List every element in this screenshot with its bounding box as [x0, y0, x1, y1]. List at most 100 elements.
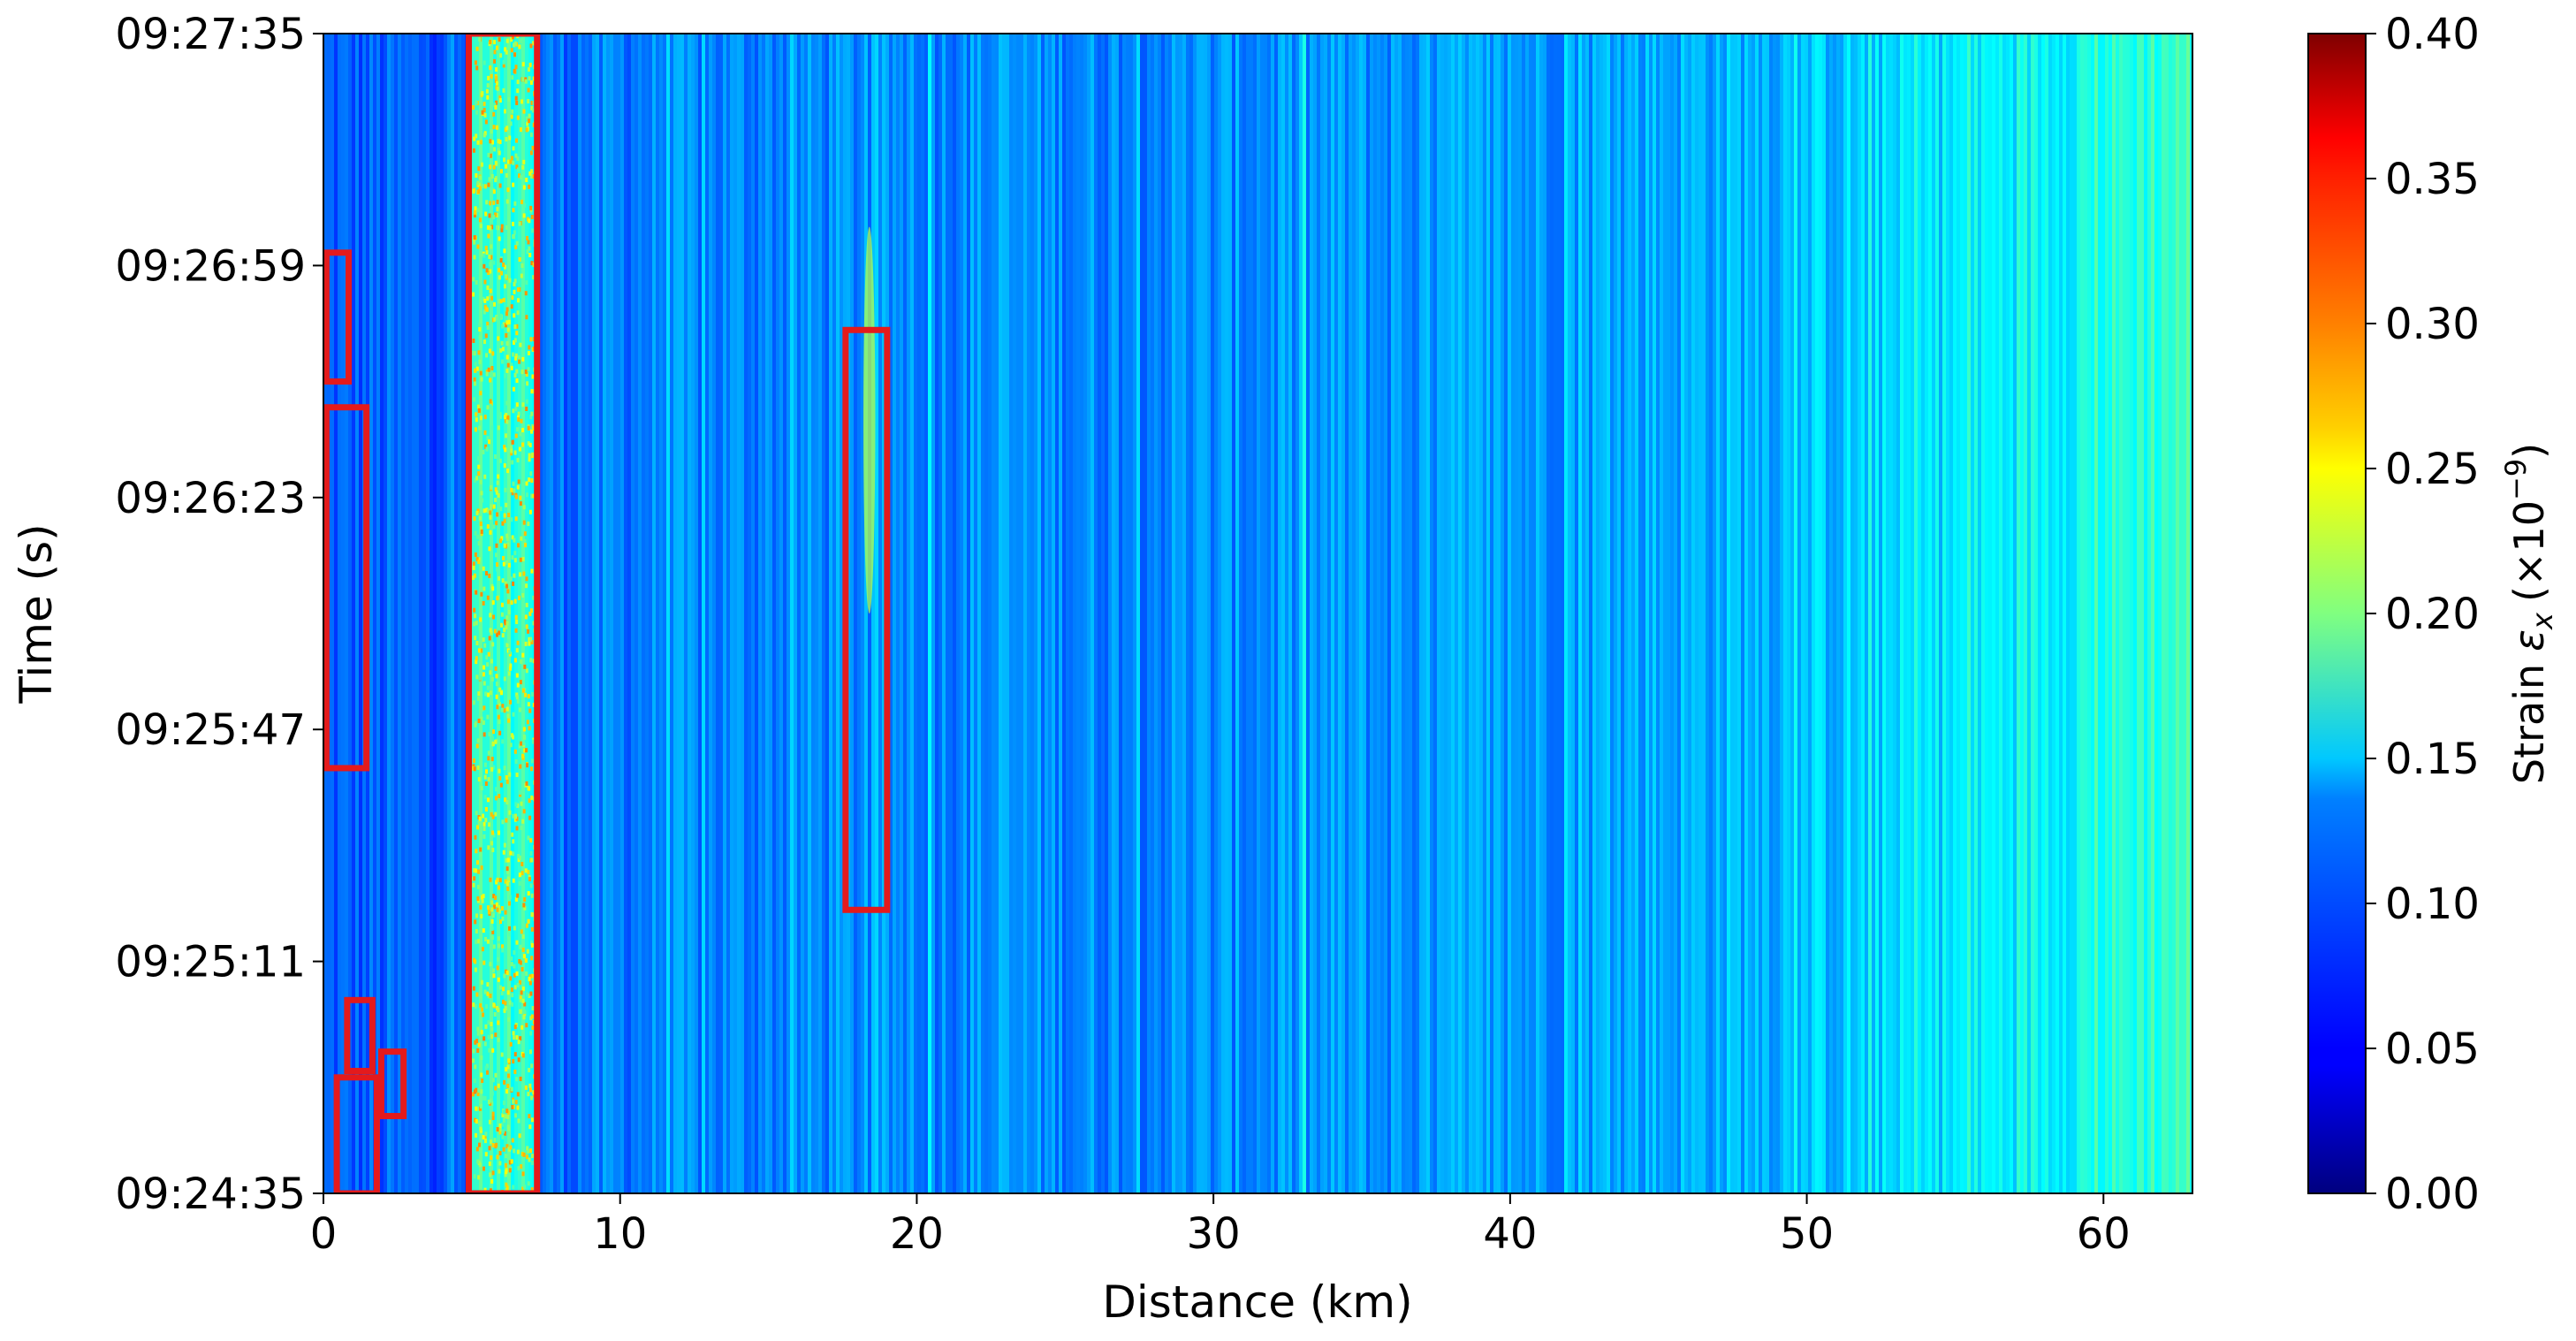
heatmap-column: [1250, 34, 1254, 1193]
heatmap-column: [380, 34, 384, 1193]
heatmap-speckle: [473, 136, 476, 141]
heatmap-speckle: [521, 819, 525, 824]
heatmap-speckle: [520, 418, 523, 423]
heatmap-column: [543, 34, 547, 1193]
heatmap-speckle: [490, 1155, 493, 1161]
heatmap-speckle: [528, 1124, 532, 1130]
heatmap-speckle: [486, 95, 490, 100]
heatmap-speckle: [514, 407, 518, 412]
heatmap-column: [688, 34, 692, 1193]
heatmap-speckle: [529, 658, 533, 663]
heatmap-speckle: [480, 979, 483, 985]
heatmap-speckle: [479, 904, 483, 910]
heatmap-column: [1366, 34, 1371, 1193]
heatmap-speckle: [522, 1015, 526, 1020]
heatmap-speckle: [490, 659, 493, 664]
heatmap-column: [1108, 34, 1113, 1193]
heatmap-column: [1981, 34, 1986, 1193]
heatmap-speckle: [472, 700, 475, 705]
heatmap-speckle: [485, 370, 489, 375]
heatmap-speckle: [477, 777, 481, 782]
heatmap-column: [359, 34, 363, 1193]
heatmap-speckle: [510, 1159, 513, 1164]
heatmap-speckle: [483, 960, 486, 965]
heatmap-speckle: [505, 1089, 509, 1094]
heatmap-speckle: [473, 213, 476, 218]
heatmap-column: [893, 34, 897, 1193]
heatmap-column: [1430, 34, 1434, 1193]
heatmap-speckle: [521, 688, 525, 693]
heatmap-column: [571, 34, 575, 1193]
heatmap-speckle: [529, 991, 533, 996]
heatmap-speckle: [490, 918, 494, 924]
heatmap-column: [376, 34, 381, 1193]
annotation-rect: [333, 1074, 380, 1193]
heatmap-column: [1207, 34, 1212, 1193]
heatmap-speckle: [477, 1042, 481, 1048]
heatmap-speckle: [480, 865, 483, 871]
heatmap-speckle: [520, 175, 523, 180]
heatmap-speckle: [504, 1001, 507, 1006]
heatmap-speckle: [498, 150, 501, 156]
heatmap-speckle: [482, 813, 485, 819]
heatmap-speckle: [497, 1037, 500, 1042]
heatmap-column: [716, 34, 720, 1193]
heatmap-speckle: [475, 1147, 479, 1152]
heatmap-speckle: [499, 538, 503, 544]
heatmap-speckle: [518, 880, 521, 886]
heatmap-column: [1695, 34, 1699, 1193]
x-axis: 0 10 20 30 40 50 60: [310, 1193, 2131, 1259]
heatmap-speckle: [513, 573, 516, 578]
heatmap-speckle: [490, 425, 494, 430]
heatmap-speckle: [511, 555, 514, 560]
heatmap-speckle: [473, 235, 476, 240]
heatmap-speckle: [519, 127, 522, 133]
heatmap-column: [1911, 34, 1915, 1193]
heatmap-speckle: [475, 412, 478, 417]
heatmap-column: [387, 34, 391, 1193]
heatmap-speckle: [472, 292, 475, 297]
heatmap-speckle: [493, 301, 497, 307]
heatmap-speckle: [491, 1111, 495, 1116]
heatmap-column: [719, 34, 724, 1193]
heatmap-speckle: [514, 245, 518, 250]
heatmap-column: [1822, 34, 1827, 1193]
heatmap-speckle: [494, 796, 498, 801]
heatmap-speckle: [505, 1185, 509, 1191]
heatmap-column: [2119, 34, 2124, 1193]
heatmap-speckle: [494, 212, 498, 217]
heatmap-speckle: [529, 337, 533, 342]
heatmap-speckle: [503, 513, 506, 518]
heatmap-column: [1423, 34, 1427, 1193]
heatmap-speckle: [528, 815, 532, 820]
heatmap-speckle: [495, 316, 498, 321]
heatmap-speckle: [505, 320, 509, 325]
heatmap-speckle: [475, 992, 479, 997]
heatmap-speckle: [511, 535, 514, 540]
heatmap-column: [995, 34, 999, 1193]
heatmap-column: [384, 34, 388, 1193]
heatmap-column: [1324, 34, 1328, 1193]
heatmap-speckle: [479, 847, 483, 852]
heatmap-speckle: [506, 1064, 510, 1070]
heatmap-column: [1179, 34, 1183, 1193]
heatmap-speckle: [515, 240, 519, 246]
heatmap-column: [1154, 34, 1159, 1193]
heatmap-speckle: [473, 573, 476, 578]
heatmap-speckle: [496, 86, 499, 91]
heatmap-speckle: [525, 407, 528, 412]
heatmap-speckle: [527, 99, 530, 104]
heatmap-speckle: [487, 910, 490, 915]
heatmap-column: [652, 34, 657, 1193]
heatmap-column: [511, 34, 515, 1193]
colorbar-label-unit: (×10: [2505, 500, 2553, 602]
heatmap-speckle: [483, 1166, 486, 1171]
heatmap-speckle: [498, 139, 502, 144]
heatmap-column: [1296, 34, 1300, 1193]
heatmap-column: [1165, 34, 1169, 1193]
heatmap-column: [1161, 34, 1166, 1193]
heatmap-speckle: [482, 928, 485, 933]
heatmap-speckle: [492, 189, 496, 194]
heatmap-speckle: [515, 378, 519, 384]
heatmap-column: [1978, 34, 1982, 1193]
